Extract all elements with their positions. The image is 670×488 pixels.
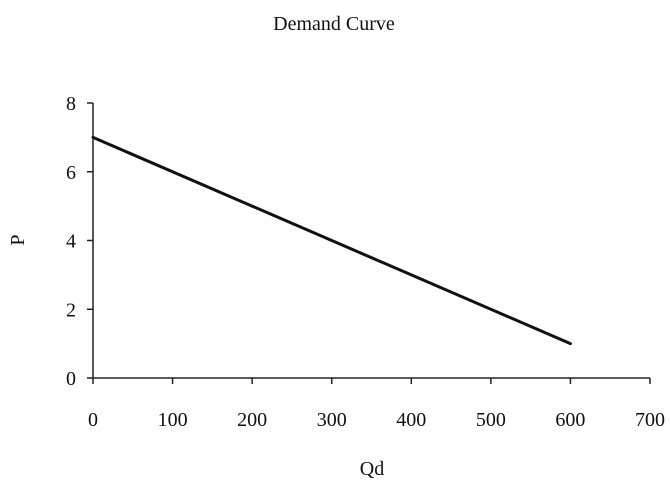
x-tick-label: 300 [317,409,347,431]
y-axis-ticks: 0 2 4 6 8 [66,93,93,390]
demand-line [91,135,572,346]
y-axis-label: P [7,234,29,245]
chart-title: Demand Curve [273,13,395,35]
y-tick-label: 8 [66,93,76,115]
y-tick-label: 0 [66,368,76,390]
x-axis-ticks: 0 100 200 300 400 500 600 700 [88,378,665,431]
x-tick-label: 700 [635,409,665,431]
x-tick-label: 400 [396,409,426,431]
y-tick-label: 6 [66,162,76,184]
x-axis-label: Qd [360,458,384,480]
x-tick-label: 500 [476,409,506,431]
y-tick-label: 2 [66,299,76,321]
series-layer [91,135,572,346]
x-tick-label: 200 [237,409,267,431]
x-tick-label: 0 [88,409,98,431]
x-tick-label: 600 [555,409,585,431]
y-tick-label: 4 [66,231,76,253]
x-tick-label: 100 [158,409,188,431]
